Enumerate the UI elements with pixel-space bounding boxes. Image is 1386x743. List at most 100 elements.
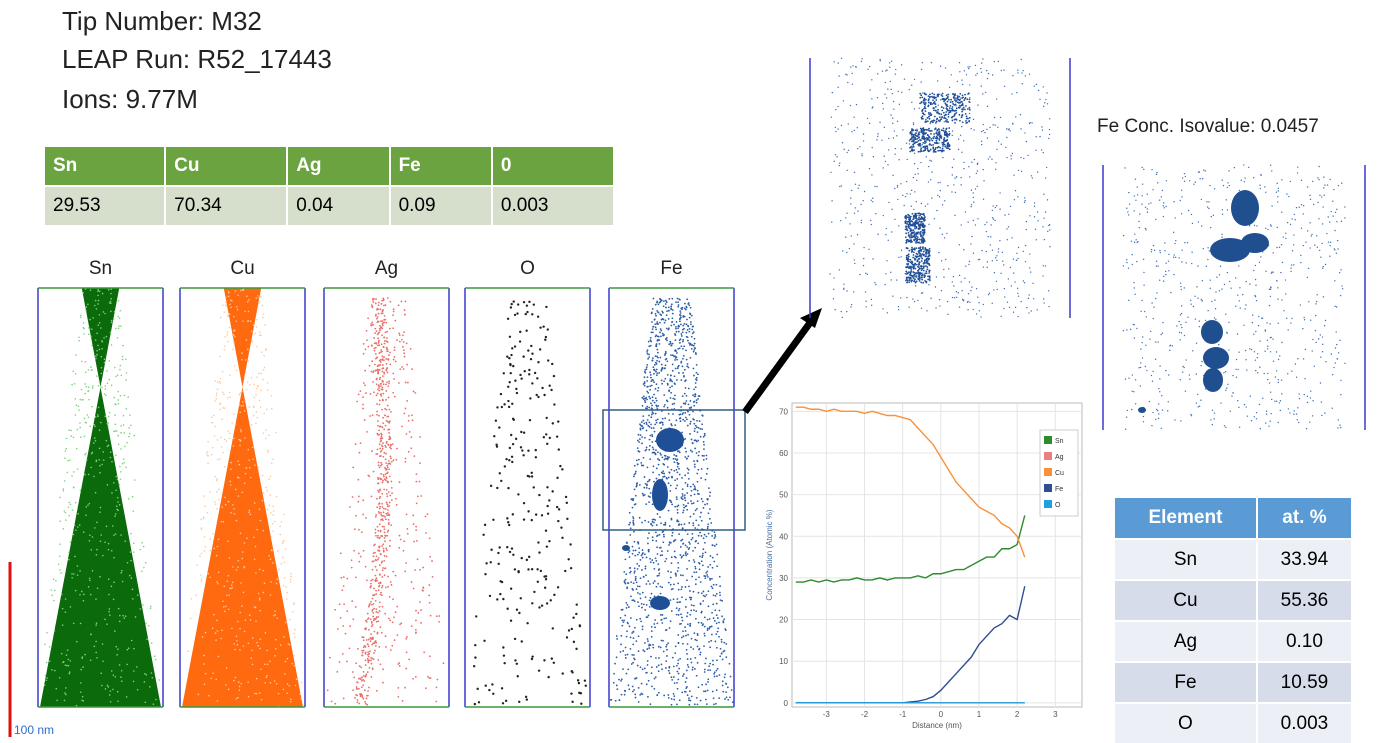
ion	[705, 536, 707, 538]
ion	[137, 594, 139, 596]
ion	[936, 210, 937, 211]
ion	[385, 518, 387, 520]
ion	[255, 297, 257, 299]
ion	[699, 568, 701, 570]
ion	[939, 228, 940, 229]
ion	[966, 74, 967, 75]
ion	[666, 301, 668, 303]
ion	[104, 385, 106, 387]
ion	[99, 576, 101, 578]
ion	[645, 407, 647, 409]
ion	[364, 645, 366, 647]
ion	[387, 503, 389, 505]
fe-ion	[920, 94, 922, 96]
ion	[690, 500, 692, 502]
ion	[650, 377, 652, 379]
ion	[688, 342, 690, 344]
ion	[682, 643, 684, 645]
ion	[394, 356, 396, 358]
fe-ion	[938, 146, 940, 148]
fe-ion	[962, 114, 964, 116]
ion	[660, 328, 662, 330]
ion	[713, 584, 715, 586]
ion	[363, 698, 365, 700]
ion	[59, 520, 61, 522]
ion	[265, 632, 267, 634]
ion	[693, 502, 695, 504]
ion	[242, 405, 244, 407]
ion	[293, 633, 295, 635]
ion	[671, 589, 673, 591]
ion	[226, 440, 228, 442]
ion	[389, 596, 391, 598]
ion	[697, 440, 699, 442]
ion	[382, 375, 384, 377]
ion	[694, 395, 696, 397]
ion	[220, 317, 222, 319]
ion	[504, 465, 506, 467]
ion	[652, 647, 654, 649]
ion	[669, 627, 671, 629]
ion	[220, 378, 222, 380]
ion	[536, 394, 538, 396]
ion	[648, 680, 650, 682]
ion	[391, 487, 393, 489]
ion	[654, 626, 656, 628]
ion	[216, 395, 218, 397]
ion	[377, 344, 379, 346]
fe-ion	[946, 108, 948, 110]
ion	[551, 657, 553, 659]
ion	[517, 493, 519, 495]
fe-ion	[949, 110, 951, 112]
ion	[625, 558, 627, 560]
ion	[78, 409, 80, 411]
fe-ion	[964, 94, 966, 96]
ion	[89, 328, 91, 330]
ion	[842, 250, 843, 251]
ion	[856, 104, 857, 105]
fe-ion	[965, 105, 967, 107]
ion	[646, 351, 648, 353]
ion	[206, 453, 208, 455]
ion	[244, 482, 246, 484]
ion	[217, 546, 219, 548]
fe-ion	[933, 137, 935, 139]
ion	[988, 73, 989, 74]
ion	[625, 583, 627, 585]
ion	[691, 533, 693, 535]
fe-ion	[945, 104, 947, 106]
ion	[380, 592, 382, 594]
ion	[373, 608, 375, 610]
ion	[709, 663, 711, 665]
ion	[665, 667, 667, 669]
ion	[236, 636, 238, 638]
ion	[709, 646, 711, 648]
ion	[68, 559, 70, 561]
ion	[656, 400, 658, 402]
ion	[382, 356, 384, 358]
ion	[673, 403, 675, 405]
ion	[655, 560, 657, 562]
ion	[691, 348, 693, 350]
ion	[236, 306, 238, 308]
ion	[373, 652, 375, 654]
ion	[384, 540, 386, 542]
ion	[507, 318, 509, 320]
ion	[651, 672, 653, 674]
ion	[113, 598, 115, 600]
ion	[696, 473, 698, 475]
ion	[402, 700, 404, 702]
ion	[695, 378, 697, 380]
ion	[68, 552, 70, 554]
ion	[241, 605, 243, 607]
ion	[692, 522, 694, 524]
ion	[247, 349, 249, 351]
ion	[663, 300, 665, 302]
ion	[227, 341, 229, 343]
ion	[677, 562, 679, 564]
ion	[882, 71, 883, 72]
fe-ion	[935, 99, 937, 101]
ion	[353, 550, 355, 552]
ion	[690, 662, 692, 664]
ion	[680, 338, 682, 340]
